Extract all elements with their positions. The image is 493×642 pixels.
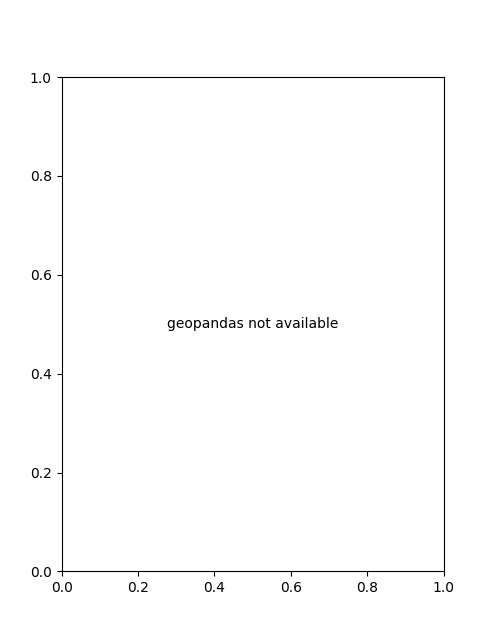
Text: geopandas not available: geopandas not available [167,317,338,331]
